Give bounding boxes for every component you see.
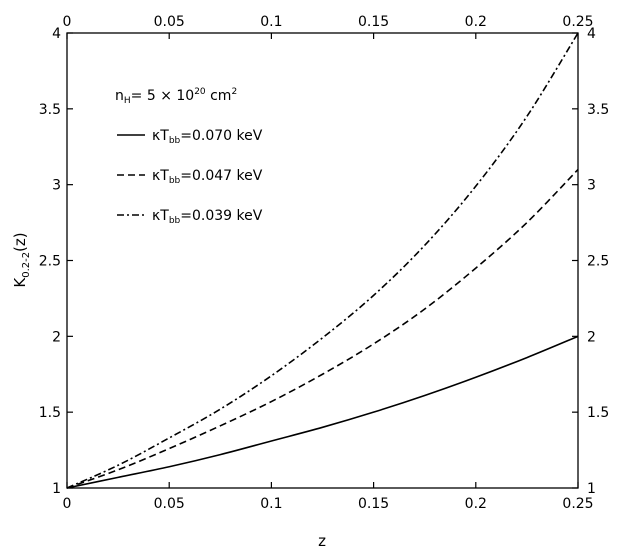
x-tick-label-bottom-1: 0.05 (154, 496, 185, 512)
x-tick-label-top-1: 0.05 (154, 14, 185, 30)
nh-text: = 5 × 10 (131, 88, 195, 104)
series-line-2 (66, 168, 579, 489)
y-tick-label-right-1: 1.5 (587, 405, 609, 421)
y-tick-label-right-0: 1 (587, 481, 596, 497)
nh-prefix-sub: H (124, 96, 131, 106)
x-tick-label-bottom-0: 0 (63, 496, 72, 512)
x-tick-label-bottom-3: 0.15 (358, 496, 389, 512)
x-tick-label-top-2: 0.1 (260, 14, 282, 30)
legend-label-2-rest: =0.047 keV (180, 168, 262, 184)
legend-label-3-sub: bb (169, 216, 181, 226)
y-tick-label-right-5: 3.5 (587, 102, 609, 118)
legend-label-2: κTbb=0.047 keV (152, 168, 263, 186)
legend-label-2-sub: bb (169, 176, 181, 186)
y-tick-label-left-0: 1 (52, 481, 61, 497)
y-axis-title-sub: 0.2-2 (21, 252, 32, 278)
series-lines (66, 32, 579, 489)
legend: κTbb=0.070 keV κTbb=0.047 keV κTbb=0.039… (117, 128, 263, 226)
legend-entry-2: κTbb=0.047 keV (117, 168, 263, 186)
y-tick-label-right-3: 2.5 (587, 254, 609, 270)
y-tick-label-left-4: 3 (52, 178, 61, 194)
legend-label-1-sub: bb (169, 136, 181, 146)
legend-label-1-main: κT (152, 128, 169, 144)
legend-label-1-rest: =0.070 keV (180, 128, 262, 144)
y-tick-label-left-6: 4 (52, 26, 61, 42)
legend-label-3-main: κT (152, 208, 169, 224)
nh-prefix: n (115, 88, 124, 104)
tick-labels: 000.050.050.10.10.150.150.20.20.250.251 1… (39, 14, 610, 512)
y-tick-label-left-2: 2 (52, 329, 61, 345)
series-line-1 (66, 335, 579, 489)
series-line-3 (66, 32, 579, 489)
y-axis-title: K0.2-2(z) (11, 232, 32, 287)
nh-annotation: nH= 5 × 1020 cm2 (115, 87, 237, 106)
x-axis-title: z (318, 532, 326, 550)
x-tick-label-top-4: 0.2 (465, 14, 487, 30)
y-axis-title-main: K (11, 277, 29, 288)
legend-label-3-rest: =0.039 keV (180, 208, 262, 224)
legend-entry-3: κTbb=0.039 keV (117, 208, 263, 226)
y-tick-label-left-1: 1.5 (39, 405, 61, 421)
x-tick-label-top-5: 0.25 (562, 14, 593, 30)
y-tick-label-right-2: 2 (587, 329, 596, 345)
y-tick-label-right-4: 3 (587, 178, 596, 194)
y-tick-label-right-6: 4 (587, 26, 596, 42)
x-tick-label-top-0: 0 (63, 14, 72, 30)
x-tick-label-bottom-4: 0.2 (465, 496, 487, 512)
y-tick-label-left-5: 3.5 (39, 102, 61, 118)
x-tick-label-bottom-2: 0.1 (260, 496, 282, 512)
nh-unit-exp: 2 (231, 87, 237, 97)
legend-label-2-main: κT (152, 168, 169, 184)
nh-exponent: 20 (194, 87, 206, 97)
legend-entry-1: κTbb=0.070 keV (117, 128, 263, 146)
legend-label-3: κTbb=0.039 keV (152, 208, 263, 226)
y-axis-title-suffix: (z) (11, 232, 29, 252)
legend-label-1: κTbb=0.070 keV (152, 128, 263, 146)
x-tick-label-bottom-5: 0.25 (562, 496, 593, 512)
x-tick-label-top-3: 0.15 (358, 14, 389, 30)
nh-unit: cm (206, 88, 232, 104)
y-tick-label-left-3: 2.5 (39, 254, 61, 270)
